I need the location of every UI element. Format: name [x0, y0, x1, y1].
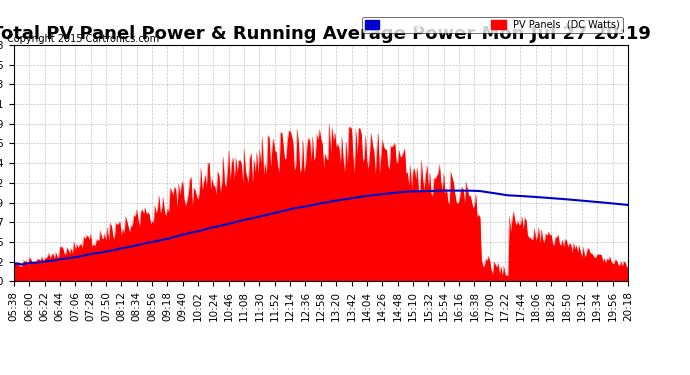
- Legend: Average  (DC Watts), PV Panels  (DC Watts): Average (DC Watts), PV Panels (DC Watts): [362, 17, 623, 33]
- Title: Total PV Panel Power & Running Average Power Mon Jul 27 20:19: Total PV Panel Power & Running Average P…: [0, 26, 651, 44]
- Text: Copyright 2015 Cartronics.com: Copyright 2015 Cartronics.com: [7, 34, 159, 44]
